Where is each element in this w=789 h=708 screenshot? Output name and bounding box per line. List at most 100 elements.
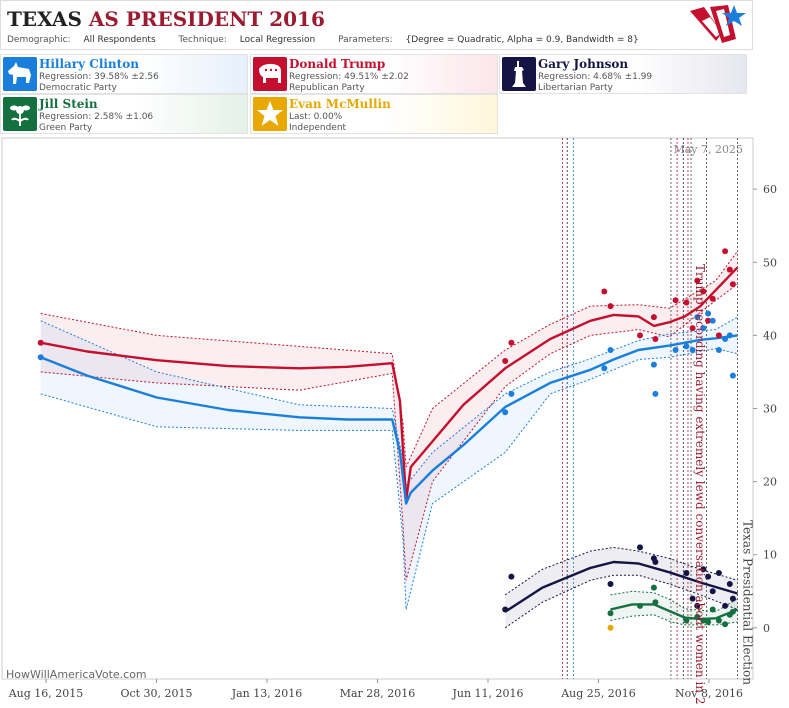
regression-line <box>610 603 738 621</box>
poll-point <box>729 372 736 379</box>
x-tick-label: Aug 25, 2016 <box>560 687 636 700</box>
band-upper-line <box>504 546 738 596</box>
poll-point <box>689 595 696 602</box>
chart-area: 0 10 20 30 40 50 60 Aug 16, 2015 Oct 30, 2015 Jan… <box>0 136 789 708</box>
poll-point <box>683 570 690 576</box>
poll-point <box>607 303 614 310</box>
poll-point <box>722 602 729 609</box>
poll-point <box>601 365 608 372</box>
candidate-card-johnson[interactable]: Gary Johnson Regression: 4.68% ±1.99 Lib… <box>499 54 747 94</box>
regression-line <box>40 266 739 502</box>
candidate-card-trump[interactable]: Donald Trump Regression: 49.51% ±2.02 Re… <box>250 54 498 94</box>
poll-point <box>637 544 643 551</box>
candidate-regression: Regression: 49.51% ±2.02 <box>289 72 409 82</box>
poll-point <box>700 566 707 573</box>
poll-point <box>722 336 729 342</box>
poll-point <box>709 588 716 595</box>
y-tick-label: 20 <box>763 476 777 489</box>
poll-point <box>709 606 716 613</box>
poll-point <box>715 570 722 576</box>
confidence-band <box>505 547 738 628</box>
confidence-band <box>610 591 738 625</box>
statue-of-liberty-icon <box>502 57 536 91</box>
poll-point <box>689 347 696 353</box>
x-tick-label: Jan 13, 2016 <box>231 687 303 700</box>
x-tick-label: Oct 30, 2015 <box>120 687 192 700</box>
poll-point <box>650 361 657 368</box>
donkey-icon <box>3 57 37 91</box>
poll-point <box>683 343 690 350</box>
candidate-name: Gary Johnson <box>538 57 629 71</box>
x-tick-label: Jun 11, 2016 <box>451 687 523 700</box>
poll-point <box>694 314 701 321</box>
band-lower-line <box>40 283 738 581</box>
x-tick-label: Aug 16, 2015 <box>8 687 84 700</box>
poll-point <box>729 608 736 615</box>
x-tick-label: Nov 8, 2016 <box>675 687 743 700</box>
poll-point <box>652 599 659 606</box>
poll-point <box>726 581 733 587</box>
event-annotation: Trump recording having extremely lewd co… <box>693 264 707 704</box>
candidate-regression: Last: 0.00% <box>289 112 343 122</box>
poll-point <box>601 288 608 295</box>
candidate-party: Democratic Party <box>39 83 117 93</box>
parameters-value: {Degree = Quadratic, Alpha = 0.9, Bandwi… <box>405 35 639 45</box>
poll-point <box>705 573 712 580</box>
candidate-regression: Regression: 2.58% ±1.06 <box>39 112 154 122</box>
poll-point <box>694 613 701 620</box>
poll-point <box>709 295 716 302</box>
flower-icon <box>3 97 37 131</box>
date-stamp: May 7, 2025 <box>673 143 743 156</box>
star-icon <box>253 97 287 131</box>
poll-point <box>729 281 736 288</box>
band-upper-line <box>610 590 738 613</box>
y-tick-label: 50 <box>763 256 777 269</box>
event-annotation: Texas Presidential Election <box>741 520 755 685</box>
poll-point <box>502 606 509 613</box>
candidate-name: Donald Trump <box>289 57 386 71</box>
y-tick-label: 10 <box>763 549 777 562</box>
poll-point <box>652 559 659 565</box>
poll-point <box>650 314 657 321</box>
elephant-icon <box>253 57 287 91</box>
candidate-name: Jill Stein <box>39 97 98 111</box>
poll-point <box>652 390 659 397</box>
candidate-card-clinton[interactable]: Hillary Clinton Regression: 39.58% ±2.56… <box>0 54 248 94</box>
candidate-card-mcmullin[interactable]: Evan McMullin Last: 0.00% Independent <box>250 94 498 134</box>
poll-point <box>715 332 722 339</box>
demographic-value: All Respondents <box>83 35 156 45</box>
poll-point <box>508 573 515 580</box>
poll-point <box>607 347 614 353</box>
poll-point <box>508 390 515 397</box>
poll-point <box>508 339 515 346</box>
poll-point <box>726 332 733 339</box>
poll-point <box>683 299 690 306</box>
candidate-party: Republican Party <box>289 83 365 93</box>
page-subtitle: AS PRESIDENT 2016 <box>88 7 325 31</box>
candidate-card-stein[interactable]: Jill Stein Regression: 2.58% ±1.06 Green… <box>0 94 248 134</box>
poll-point <box>722 621 729 628</box>
regression-line <box>504 560 738 613</box>
band-upper-line <box>40 316 738 487</box>
site-credit: HowWillAmericaVote.com <box>6 668 147 681</box>
confidence-band <box>40 317 738 610</box>
poll-point <box>700 288 707 295</box>
y-tick-label: 30 <box>763 403 777 416</box>
poll-point <box>502 409 509 416</box>
candidate-party: Libertarian Party <box>538 83 613 93</box>
poll-chart: 0 10 20 30 40 50 60 Aug 16, 2015 Oct 30, 2015 Jan… <box>1 137 777 708</box>
poll-point <box>705 310 712 317</box>
poll-point <box>689 325 696 332</box>
parameters-label: Parameters: <box>338 35 393 45</box>
poll-point <box>722 248 729 255</box>
candidate-party: Independent <box>289 123 347 133</box>
poll-point <box>672 297 679 304</box>
poll-point <box>652 336 659 342</box>
candidate-regression: Regression: 4.68% ±1.99 <box>538 72 653 82</box>
demographic-label: Demographic: <box>7 35 71 45</box>
band-lower-line <box>40 348 738 610</box>
poll-point <box>705 619 712 625</box>
poll-point <box>729 595 736 602</box>
poll-point <box>694 602 701 609</box>
poll-point <box>637 332 643 339</box>
